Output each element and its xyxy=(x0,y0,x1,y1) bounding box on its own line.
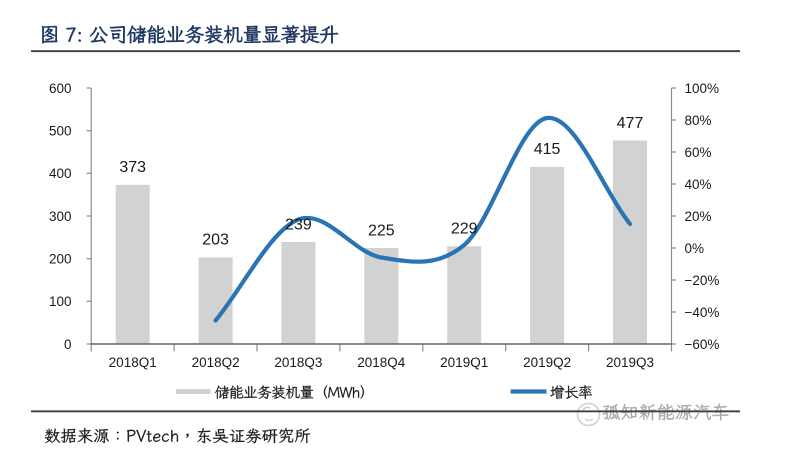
svg-text:500: 500 xyxy=(49,124,72,139)
svg-text:0%: 0% xyxy=(685,241,705,256)
svg-text:20%: 20% xyxy=(685,209,712,224)
svg-text:40%: 40% xyxy=(685,177,712,192)
svg-text:373: 373 xyxy=(119,159,146,176)
svg-text:239: 239 xyxy=(285,216,312,233)
svg-text:2018Q2: 2018Q2 xyxy=(192,355,240,370)
svg-text:415: 415 xyxy=(534,141,561,158)
svg-text:−20%: −20% xyxy=(685,273,720,288)
svg-text:600: 600 xyxy=(49,81,72,96)
svg-text:2019Q3: 2019Q3 xyxy=(606,355,654,370)
svg-text:300: 300 xyxy=(49,209,72,224)
svg-text:100: 100 xyxy=(49,294,72,309)
svg-text:2018Q3: 2018Q3 xyxy=(274,355,322,370)
svg-text:2018Q1: 2018Q1 xyxy=(109,355,157,370)
svg-text:80%: 80% xyxy=(685,113,712,128)
svg-text:−60%: −60% xyxy=(685,337,720,352)
svg-text:203: 203 xyxy=(202,232,229,249)
svg-text:100%: 100% xyxy=(685,81,720,96)
svg-text:2019Q1: 2019Q1 xyxy=(440,355,488,370)
svg-text:60%: 60% xyxy=(685,145,712,160)
svg-text:225: 225 xyxy=(368,222,395,239)
svg-text:2018Q4: 2018Q4 xyxy=(357,355,406,370)
svg-text:−40%: −40% xyxy=(685,305,720,320)
svg-text:200: 200 xyxy=(49,252,72,267)
svg-text:400: 400 xyxy=(49,166,72,181)
svg-text:0: 0 xyxy=(64,337,72,352)
svg-text:229: 229 xyxy=(451,221,478,238)
svg-text:2019Q2: 2019Q2 xyxy=(523,355,571,370)
svg-text:477: 477 xyxy=(617,115,644,132)
